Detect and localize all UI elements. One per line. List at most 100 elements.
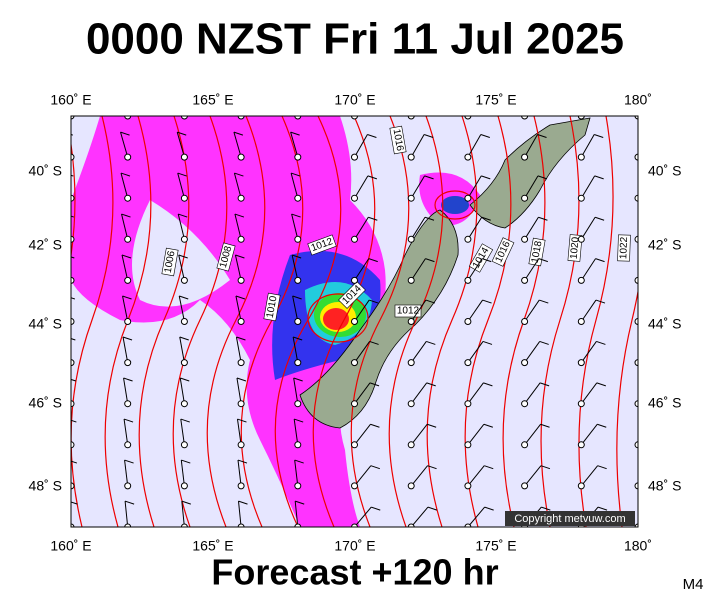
barb-staff: [71, 237, 72, 240]
barb-staff: [467, 423, 485, 446]
copyright-box: [505, 511, 635, 526]
barb-station: [464, 359, 472, 367]
barb-flag: [538, 216, 548, 221]
barb-flag: [481, 175, 491, 180]
barb-staff: [637, 361, 638, 363]
barb-station: [407, 318, 415, 325]
barb-station: [407, 235, 415, 243]
labels: 160˚ E 160˚ E 165˚ E 165˚ E 170˚ E 170˚ E 175˚…: [29, 92, 682, 554]
model: M4: [683, 576, 704, 593]
barb-flag: [483, 423, 493, 428]
barb-station: [237, 441, 245, 449]
barb-staff: [71, 400, 72, 404]
isobar-label-bg: [468, 243, 494, 273]
barb-staff: [233, 172, 242, 199]
barb-staff: [580, 465, 599, 487]
barb-staff: [179, 377, 185, 404]
barb-station: [237, 276, 245, 284]
barb-station: [464, 116, 472, 120]
barb-station: [521, 441, 529, 449]
barb-flag: [179, 336, 189, 341]
barb-flag: [369, 382, 380, 387]
barb-station: [124, 359, 132, 367]
barb-staff: [234, 254, 242, 281]
barb-flag: [290, 91, 299, 94]
barb-station: [634, 482, 638, 490]
barb-staff: [580, 175, 596, 199]
isobar: [540, 116, 580, 527]
barb-staff: [524, 382, 541, 404]
barb-flag: [426, 423, 437, 428]
barb-staff: [580, 258, 596, 281]
isobar: [616, 288, 638, 527]
barb-station: [294, 153, 302, 161]
barb-staff: [410, 465, 428, 487]
barb-flag: [291, 213, 301, 218]
barb-flag: [424, 175, 434, 180]
barb-flag: [178, 254, 188, 259]
barb-staff: [297, 116, 298, 117]
barb-station: [351, 400, 358, 408]
barb-flag: [371, 506, 381, 511]
barb-station: [577, 194, 585, 202]
barb-staff: [293, 418, 299, 445]
barb-staff: [354, 506, 372, 527]
copyright: Copyright metvuw.com: [514, 513, 625, 525]
barb-station: [521, 194, 529, 202]
south-island: [299, 209, 459, 429]
barb-station: [124, 482, 132, 490]
barb-staff: [235, 295, 242, 322]
lat-label: 48˚ S: [29, 478, 62, 494]
isobar: [172, 116, 228, 527]
isobar: [307, 293, 369, 343]
barb-flag: [236, 336, 246, 341]
barb-flag: [235, 295, 246, 300]
isobar-label-group: 1016: [389, 125, 407, 155]
barb-station: [464, 482, 472, 490]
isobar: [426, 116, 478, 527]
barb-station: [634, 276, 638, 284]
barb-staff: [581, 116, 582, 117]
isobar-label-group: 1006: [161, 247, 179, 277]
barb-staff: [71, 155, 72, 158]
barb-station: [294, 359, 302, 367]
barb-station: [407, 276, 415, 284]
barb-station: [521, 359, 529, 367]
barb-flag: [71, 338, 76, 341]
barb-staff: [71, 318, 72, 322]
barb-flag: [367, 175, 378, 180]
barb-staff: [71, 359, 72, 363]
barb-station: [71, 116, 75, 120]
barb-station: [124, 523, 132, 527]
barb-staff: [290, 131, 299, 158]
barb-staff: [467, 341, 484, 363]
barb-station: [464, 153, 472, 161]
barb-flag: [120, 131, 130, 136]
barb-flag: [122, 336, 133, 341]
barb-station: [521, 482, 529, 490]
barb-station: [634, 194, 638, 202]
barb-flag: [482, 340, 493, 345]
barb-station: [237, 153, 245, 161]
barb-staff: [122, 295, 129, 322]
barb-station: [634, 359, 638, 367]
barb-staff: [233, 131, 242, 158]
barb-flag: [294, 459, 304, 464]
barb-staff: [127, 116, 128, 117]
barb-station: [237, 359, 245, 367]
precip-heavy: [441, 196, 469, 214]
barb-flag: [292, 336, 303, 341]
isobar-label-group: 1008: [216, 242, 236, 272]
barb-flag: [597, 506, 608, 511]
lon-label: 160˚ E: [50, 92, 91, 108]
lon-label: 165˚ E: [192, 92, 233, 108]
barb-station: [124, 235, 132, 243]
barb-station: [71, 276, 75, 284]
barb-flag: [597, 465, 607, 470]
barb-station: [351, 235, 358, 243]
barb-staff: [580, 217, 596, 240]
barb-flag: [594, 175, 604, 180]
barb-flag: [180, 377, 190, 382]
barb-flag: [427, 506, 438, 511]
barb-station: [294, 318, 302, 325]
